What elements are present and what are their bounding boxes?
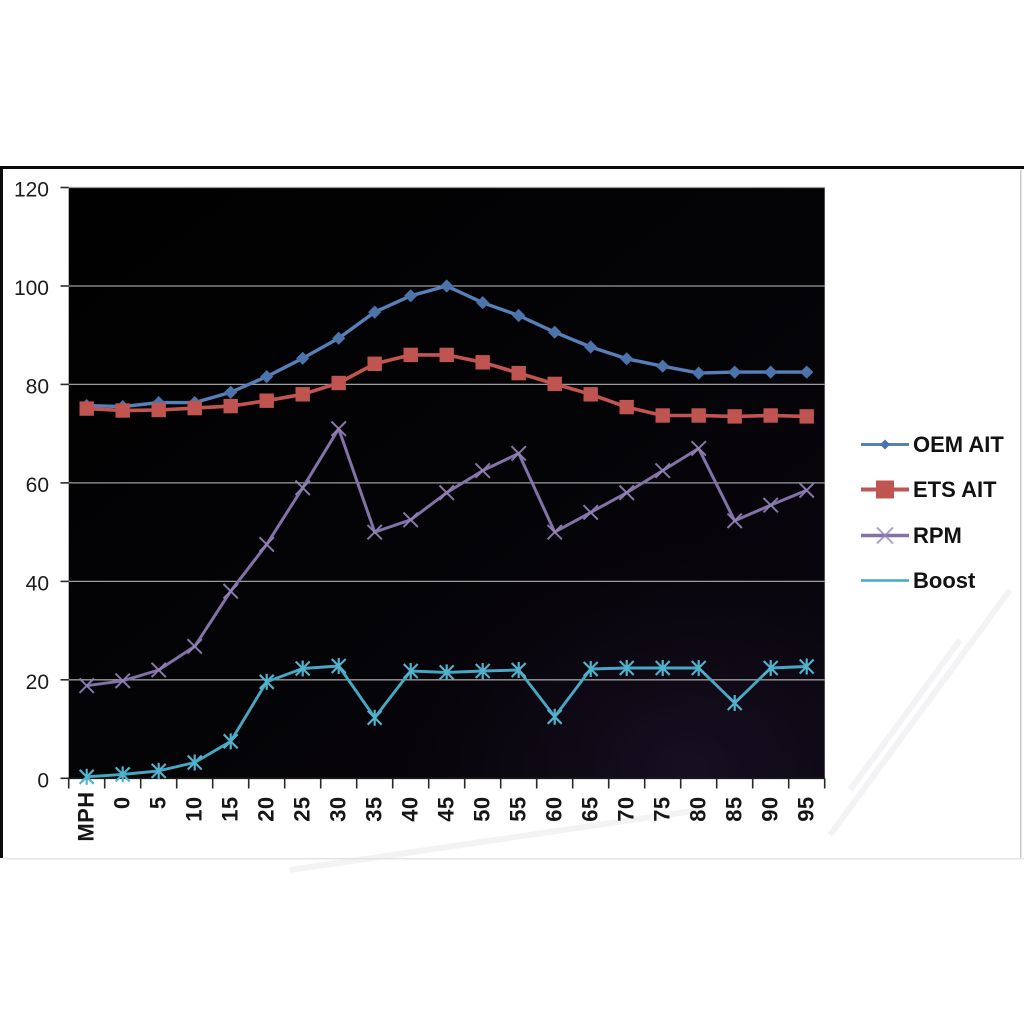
svg-text:90: 90 bbox=[758, 797, 783, 822]
svg-text:RPM: RPM bbox=[913, 523, 962, 548]
svg-text:0: 0 bbox=[37, 769, 49, 792]
svg-text:60: 60 bbox=[542, 797, 567, 822]
svg-text:80: 80 bbox=[26, 375, 49, 398]
svg-text:Boost: Boost bbox=[913, 568, 976, 593]
svg-text:OEM AIT: OEM AIT bbox=[913, 432, 1004, 457]
svg-text:85: 85 bbox=[722, 797, 747, 822]
svg-text:45: 45 bbox=[434, 797, 459, 822]
svg-text:20: 20 bbox=[26, 671, 49, 694]
svg-text:70: 70 bbox=[614, 797, 639, 822]
svg-text:MPH: MPH bbox=[74, 792, 99, 842]
svg-text:20: 20 bbox=[254, 797, 279, 822]
svg-text:0: 0 bbox=[110, 797, 135, 810]
svg-text:40: 40 bbox=[26, 572, 49, 595]
svg-text:50: 50 bbox=[470, 797, 495, 822]
svg-text:30: 30 bbox=[326, 797, 351, 822]
svg-text:15: 15 bbox=[218, 797, 243, 822]
svg-text:ETS AIT: ETS AIT bbox=[913, 477, 997, 502]
svg-text:25: 25 bbox=[290, 797, 315, 822]
svg-text:65: 65 bbox=[578, 797, 603, 822]
svg-text:80: 80 bbox=[686, 797, 711, 822]
svg-text:10: 10 bbox=[182, 797, 207, 822]
svg-text:5: 5 bbox=[146, 797, 171, 810]
svg-text:95: 95 bbox=[794, 797, 819, 822]
svg-text:75: 75 bbox=[650, 797, 675, 822]
svg-text:55: 55 bbox=[506, 797, 531, 822]
svg-text:100: 100 bbox=[14, 277, 49, 300]
svg-text:120: 120 bbox=[14, 179, 49, 202]
svg-text:60: 60 bbox=[26, 474, 49, 497]
svg-text:35: 35 bbox=[362, 797, 387, 822]
svg-text:40: 40 bbox=[398, 797, 423, 822]
